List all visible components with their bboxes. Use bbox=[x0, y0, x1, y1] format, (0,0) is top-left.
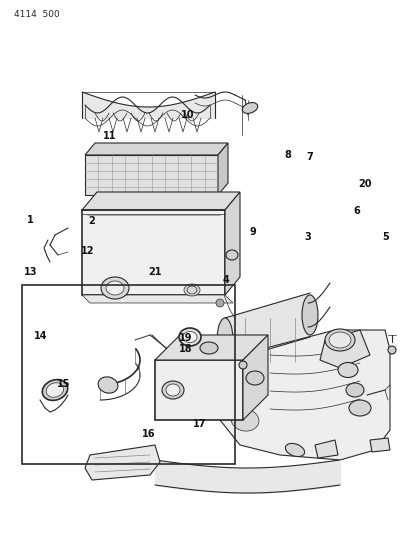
Ellipse shape bbox=[285, 443, 305, 457]
Ellipse shape bbox=[216, 299, 224, 307]
Text: 4: 4 bbox=[223, 275, 230, 285]
Polygon shape bbox=[82, 295, 233, 303]
Ellipse shape bbox=[329, 332, 351, 348]
Ellipse shape bbox=[346, 383, 364, 397]
Ellipse shape bbox=[302, 295, 318, 335]
Text: 17: 17 bbox=[193, 419, 207, 429]
Text: 11: 11 bbox=[103, 131, 117, 141]
Polygon shape bbox=[370, 438, 390, 452]
Ellipse shape bbox=[231, 409, 259, 431]
Text: 9: 9 bbox=[250, 227, 256, 237]
Ellipse shape bbox=[183, 332, 197, 343]
Ellipse shape bbox=[179, 328, 201, 346]
Text: 15: 15 bbox=[56, 379, 70, 389]
Polygon shape bbox=[82, 192, 240, 210]
Ellipse shape bbox=[388, 346, 396, 354]
Text: 3: 3 bbox=[305, 232, 311, 242]
Ellipse shape bbox=[231, 379, 259, 401]
Text: 4114  500: 4114 500 bbox=[14, 10, 60, 19]
Polygon shape bbox=[155, 360, 243, 420]
Ellipse shape bbox=[162, 381, 184, 399]
Ellipse shape bbox=[325, 329, 355, 351]
Text: 6: 6 bbox=[354, 206, 360, 215]
Ellipse shape bbox=[184, 284, 200, 296]
Ellipse shape bbox=[166, 384, 180, 396]
Text: 1: 1 bbox=[27, 215, 34, 225]
Polygon shape bbox=[155, 335, 268, 360]
Polygon shape bbox=[85, 143, 228, 155]
Text: 14: 14 bbox=[34, 331, 48, 341]
Polygon shape bbox=[315, 440, 338, 458]
Ellipse shape bbox=[98, 377, 118, 393]
Polygon shape bbox=[82, 210, 225, 295]
Ellipse shape bbox=[200, 342, 218, 354]
Polygon shape bbox=[220, 330, 390, 460]
Ellipse shape bbox=[106, 281, 124, 295]
Bar bbox=[22, 285, 235, 464]
Ellipse shape bbox=[42, 379, 68, 400]
Ellipse shape bbox=[46, 383, 64, 397]
Text: 18: 18 bbox=[179, 344, 193, 354]
Polygon shape bbox=[85, 155, 218, 195]
Polygon shape bbox=[243, 335, 268, 420]
Polygon shape bbox=[218, 143, 228, 195]
Ellipse shape bbox=[246, 371, 264, 385]
Text: 8: 8 bbox=[284, 150, 291, 159]
Text: 16: 16 bbox=[142, 430, 156, 439]
Text: 2: 2 bbox=[89, 216, 95, 226]
Ellipse shape bbox=[242, 102, 258, 114]
Ellipse shape bbox=[217, 318, 233, 362]
Text: 7: 7 bbox=[307, 152, 313, 162]
Polygon shape bbox=[225, 192, 240, 295]
Text: 12: 12 bbox=[81, 246, 95, 255]
Ellipse shape bbox=[231, 349, 259, 371]
Ellipse shape bbox=[226, 250, 238, 260]
Text: 19: 19 bbox=[179, 334, 193, 343]
Text: 13: 13 bbox=[24, 267, 38, 277]
Ellipse shape bbox=[101, 277, 129, 299]
Polygon shape bbox=[85, 445, 160, 480]
Text: 20: 20 bbox=[358, 179, 372, 189]
Text: 10: 10 bbox=[181, 110, 195, 119]
Ellipse shape bbox=[338, 362, 358, 377]
Ellipse shape bbox=[239, 361, 247, 369]
Polygon shape bbox=[320, 330, 370, 368]
Text: 5: 5 bbox=[382, 232, 389, 242]
Ellipse shape bbox=[349, 400, 371, 416]
Text: 21: 21 bbox=[148, 267, 162, 277]
